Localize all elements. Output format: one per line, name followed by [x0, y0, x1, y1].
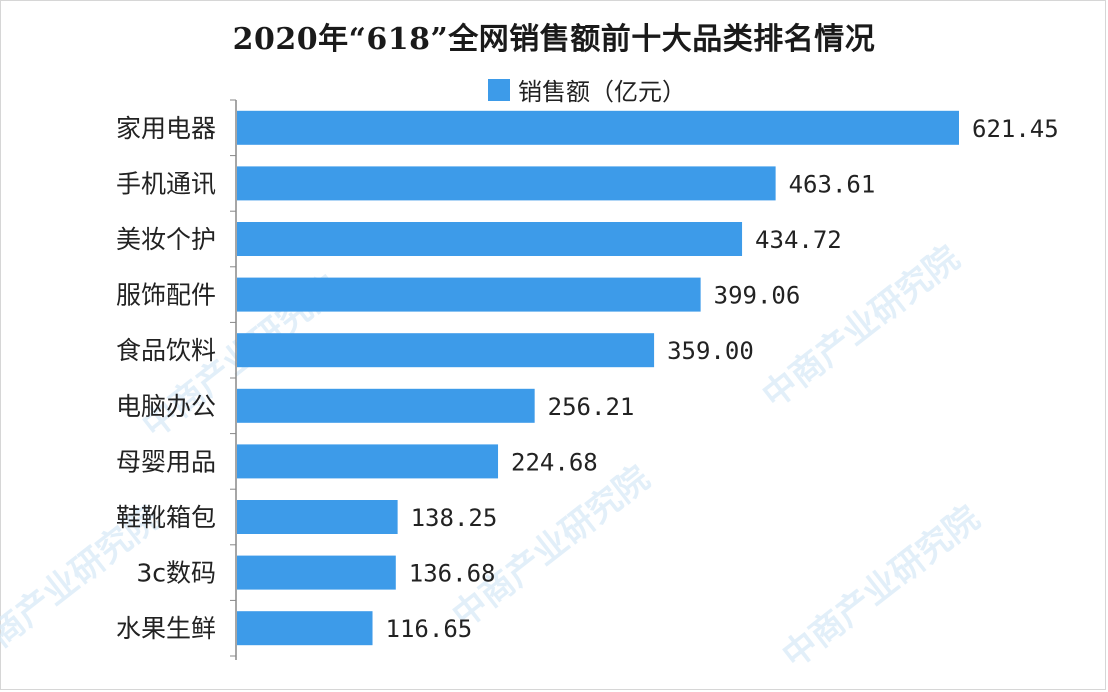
legend-label: 销售额（亿元）	[518, 78, 686, 106]
chart-title: 2020年“618”全网销售额前十大品类排名情况	[232, 22, 876, 57]
category-label: 手机通讯	[116, 169, 216, 198]
bar	[237, 110, 959, 145]
legend: 销售额（亿元）	[488, 72, 686, 107]
bar	[237, 166, 776, 201]
data-label: 463.61	[789, 170, 876, 198]
bar	[237, 277, 701, 312]
category-label: 3c数码	[136, 559, 216, 588]
category-label: 美妆个护	[116, 225, 216, 254]
category-label: 食品饮料	[116, 336, 216, 365]
category-label: 鞋靴箱包	[116, 503, 216, 532]
bar	[237, 388, 535, 423]
data-label: 256.21	[548, 393, 635, 421]
data-label: 434.72	[755, 226, 842, 254]
bar	[237, 555, 396, 590]
bar	[237, 611, 373, 646]
data-label: 224.68	[511, 448, 598, 476]
data-label: 116.65	[386, 615, 473, 643]
data-label: 359.00	[667, 337, 754, 365]
category-label: 母婴用品	[116, 447, 216, 476]
category-label: 电脑办公	[116, 392, 216, 421]
data-label: 399.06	[714, 282, 801, 310]
bar	[237, 500, 398, 534]
data-label: 621.45	[972, 115, 1059, 143]
bar	[237, 333, 655, 368]
legend-swatch	[488, 78, 510, 101]
bar	[237, 444, 499, 479]
category-label: 家用电器	[116, 114, 216, 143]
data-label: 138.25	[411, 504, 498, 532]
data-label: 136.68	[409, 560, 496, 588]
bar	[237, 222, 743, 256]
category-label: 服饰配件	[116, 281, 216, 310]
category-label: 水果生鲜	[116, 614, 216, 643]
